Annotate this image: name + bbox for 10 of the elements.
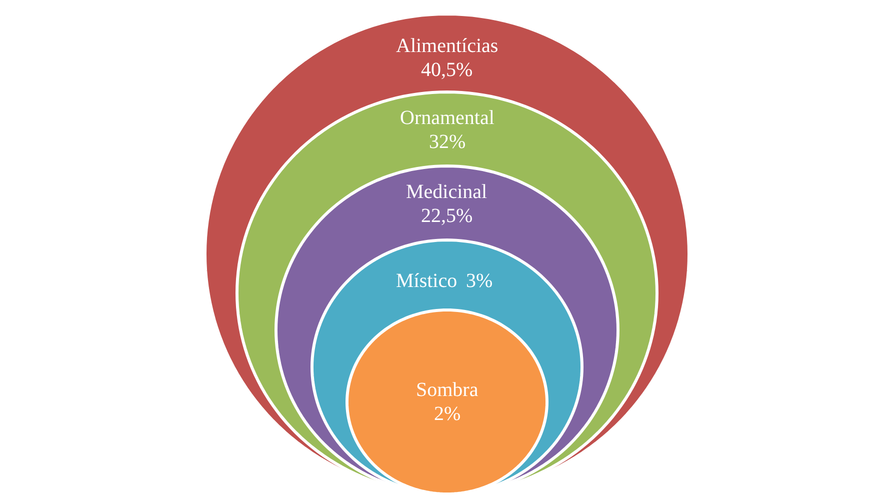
data-label: 22,5%	[421, 205, 473, 227]
data-label: 2%	[434, 403, 461, 425]
data-label: 40,5%	[421, 59, 473, 81]
category-label: Sombra	[416, 379, 478, 401]
category-label: Medicinal	[406, 181, 488, 203]
data-label: 32%	[429, 131, 466, 153]
category-label: Místico	[396, 270, 458, 292]
category-label: Alimentícias	[396, 35, 498, 57]
category-label: Ornamental	[400, 107, 495, 129]
data-label: 3%	[466, 270, 493, 292]
